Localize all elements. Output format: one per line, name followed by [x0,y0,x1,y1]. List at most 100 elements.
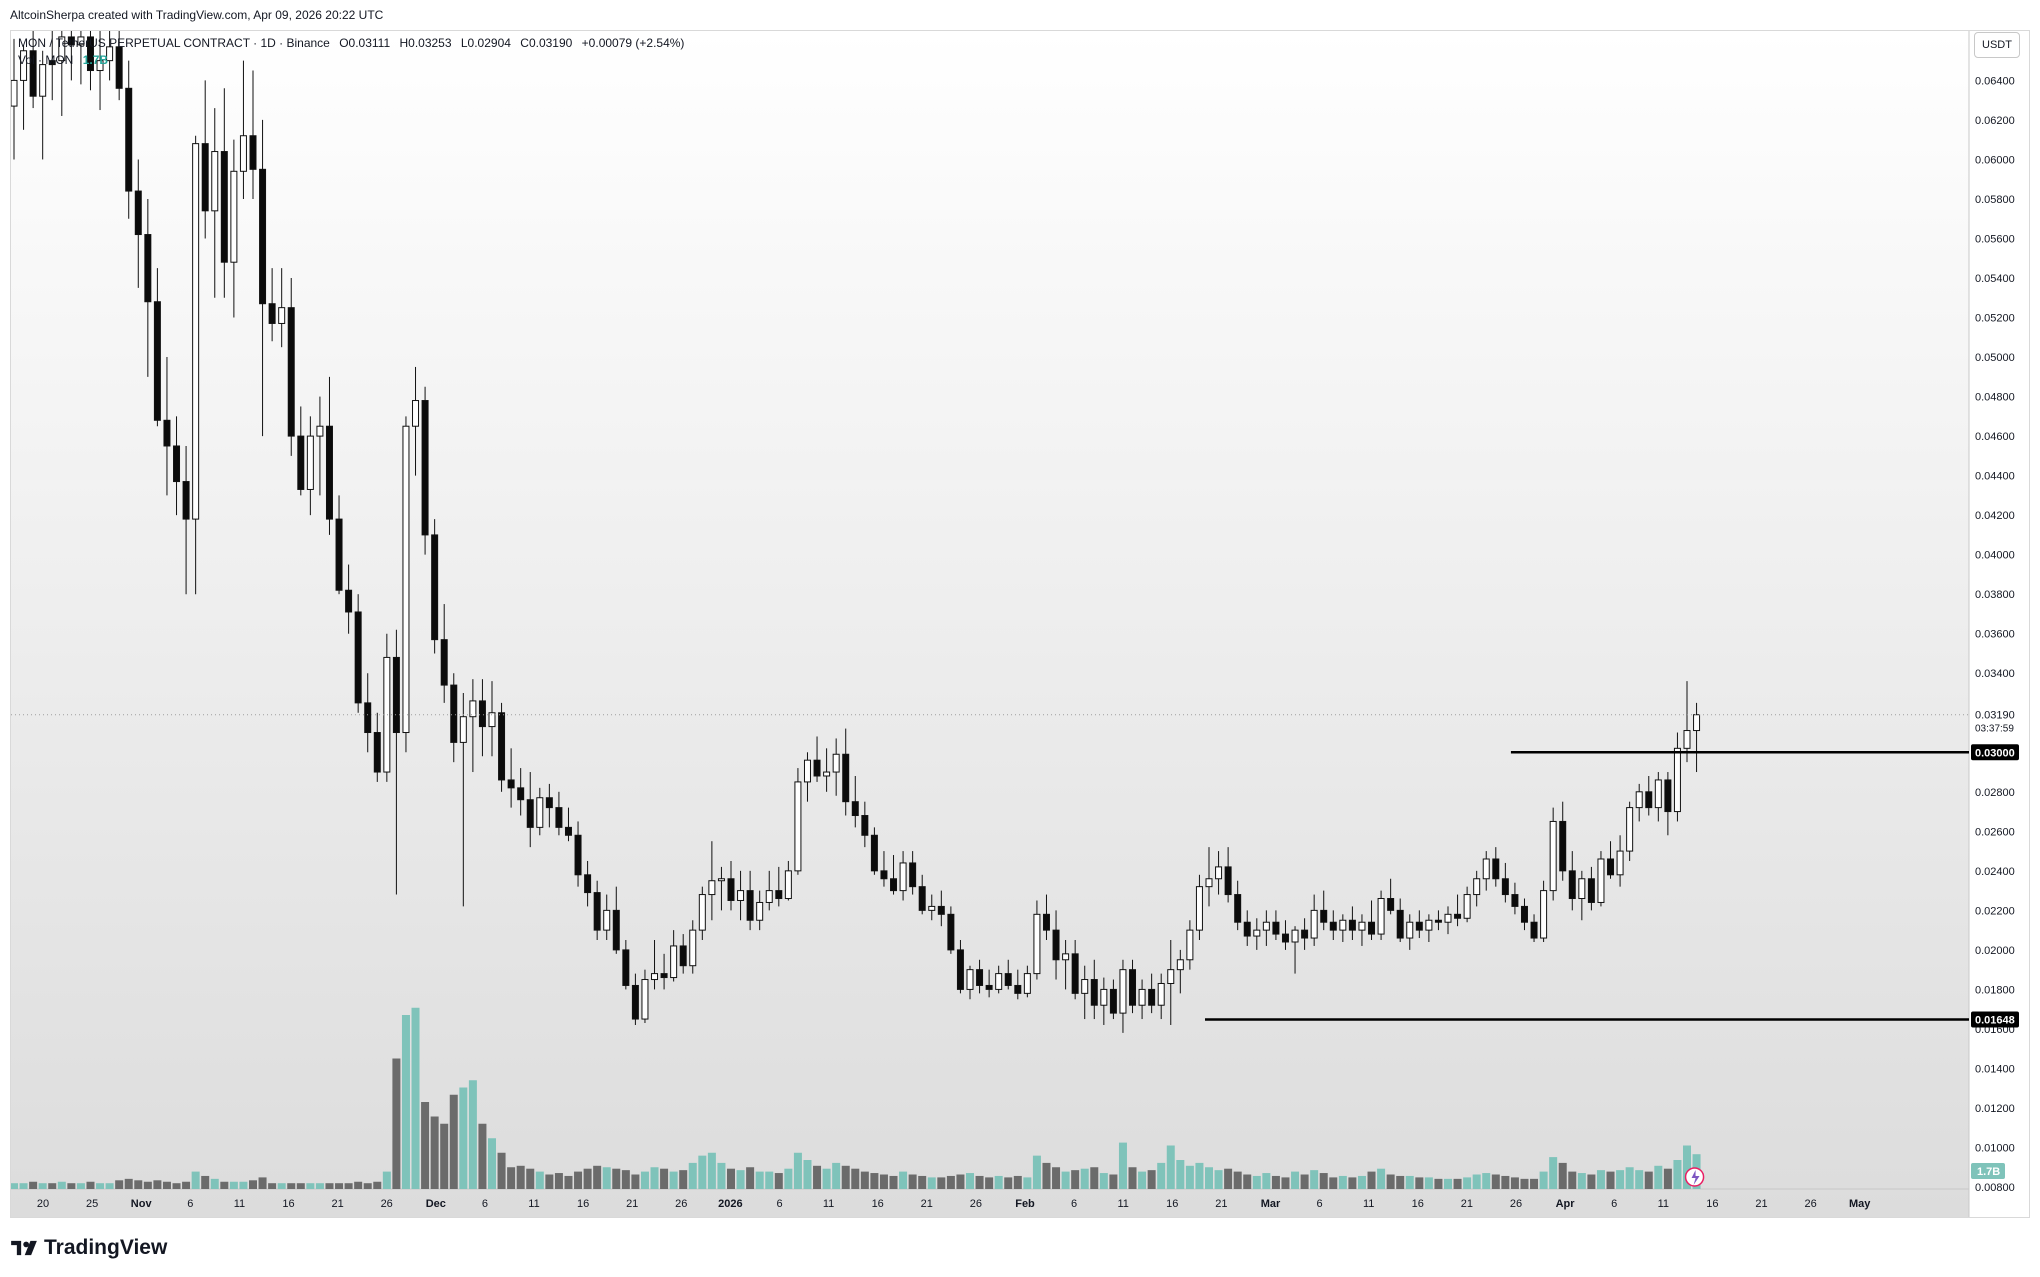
volume-legend[interactable]: Vol · MON 1.7B [18,53,108,67]
candle-body-up [1119,969,1127,1014]
symbol-legend[interactable]: MON / TetherUS PERPETUAL CONTRACT · 1D ·… [18,36,684,50]
time-tick-label[interactable]: 21 [921,1198,933,1210]
time-tick-label[interactable]: 11 [823,1198,834,1210]
time-tick-label[interactable]: 6 [1071,1198,1077,1210]
time-tick-label[interactable]: 26 [381,1198,393,1210]
price-tick-label[interactable]: 0.04600 [1975,431,2015,443]
price-tick-label[interactable]: 0.05200 [1975,313,2015,325]
volume-bar [354,1181,363,1189]
volume-bar [1663,1168,1672,1189]
time-tick-label[interactable]: 11 [1658,1198,1669,1210]
volume-bar [1185,1165,1194,1189]
time-tick-label[interactable]: Dec [426,1198,446,1210]
time-tick-label[interactable]: 11 [1117,1198,1128,1210]
time-tick-label[interactable]: 26 [1804,1198,1816,1210]
price-tick-label[interactable]: 0.02600 [1975,826,2015,838]
time-tick-label[interactable]: 2026 [718,1198,742,1210]
candle-body-up [1033,913,1041,975]
price-tick-label[interactable]: 0.04000 [1975,550,2015,562]
volume-bar [669,1171,678,1189]
volume-bar [19,1183,28,1189]
price-tick-label[interactable]: 0.04200 [1975,510,2015,522]
price-tick-label[interactable]: 0.05600 [1975,233,2015,245]
currency-selector[interactable]: USDT [1974,32,2020,58]
volume-bar [220,1181,229,1189]
time-tick-label[interactable]: 21 [1215,1198,1227,1210]
time-tick-label[interactable]: 11 [1363,1198,1374,1210]
tradingview-logo[interactable]: TradingView [10,1236,167,1260]
time-axis[interactable]: 20 25 Nov 6 11 16 21 26 Dec 6 11 16 21 26 2026 6 11 16 21 2… [37,1198,1871,1210]
price-tick-label[interactable]: 0.01800 [1975,984,2015,996]
time-tick-label[interactable]: Mar [1261,1198,1281,1210]
price-tick-label[interactable]: 0.02200 [1975,905,2015,917]
time-tick-label[interactable]: 21 [1461,1198,1473,1210]
time-tick-label[interactable]: 16 [282,1198,294,1210]
time-tick-label[interactable]: Feb [1015,1198,1035,1210]
candle-body-up [1463,894,1471,919]
candle-body-down [956,949,964,990]
price-tick-label[interactable]: 0.01000 [1975,1143,2015,1155]
price-tick-label[interactable]: 0.06400 [1975,75,2015,87]
time-tick-label[interactable]: 21 [1755,1198,1767,1210]
price-tick-label[interactable]: 0.02000 [1975,945,2015,957]
time-tick-label[interactable]: May [1849,1198,1871,1210]
price-tick-label[interactable]: 0.06000 [1975,154,2015,166]
time-tick-label[interactable]: 11 [234,1198,245,1210]
candle-body-up [1138,988,1146,1006]
candle-body-up [832,753,840,773]
candlestick-chart[interactable]: 0.06400 0.06200 0.06000 0.05800 0.05600 0.054… [11,31,2030,1218]
symbol-title[interactable]: MON / TetherUS PERPETUAL CONTRACT · 1D ·… [18,36,330,50]
volume-bar [468,1080,477,1189]
time-tick-label[interactable]: 26 [675,1198,687,1210]
time-tick-label[interactable]: 26 [1510,1198,1522,1210]
price-tick-label[interactable]: 0.04800 [1975,392,2015,404]
volume-bar [191,1171,200,1189]
time-tick-label[interactable]: 25 [86,1198,98,1210]
time-tick-label[interactable]: 6 [1317,1198,1323,1210]
price-tick-label[interactable]: 0.02400 [1975,866,2015,878]
price-tick-label[interactable]: 0.05400 [1975,273,2015,285]
price-tick-label[interactable]: 0.01200 [1975,1103,2015,1115]
volume-bar [526,1168,535,1189]
volume-bar [1472,1174,1481,1189]
time-tick-label[interactable]: 26 [970,1198,982,1210]
time-tick-label[interactable]: 11 [528,1198,539,1210]
time-tick-label[interactable]: 6 [187,1198,193,1210]
price-tick-label[interactable]: 0.00800 [1975,1182,2015,1194]
price-tick-label[interactable]: 0.02800 [1975,787,2015,799]
price-tick-label[interactable]: 0.03800 [1975,589,2015,601]
volume-bar [488,1138,496,1189]
chart-pane[interactable]: 0.06400 0.06200 0.06000 0.05800 0.05600 0.054… [10,30,2030,1218]
footer: TradingView [0,1232,2040,1277]
candle-body-up [1310,909,1318,939]
price-tick-label[interactable]: 0.01400 [1975,1063,2015,1075]
time-tick-label[interactable]: Nov [131,1198,153,1210]
level-price-label: 0.01648 [1975,1014,2015,1026]
candle-body-down [478,700,486,728]
time-tick-label[interactable]: 6 [1611,1198,1617,1210]
time-tick-label[interactable]: 6 [482,1198,488,1210]
time-tick-label[interactable]: 16 [577,1198,589,1210]
candle-body-up [651,973,659,981]
candle-body-down [1272,921,1280,935]
time-tick-label[interactable]: 16 [1412,1198,1424,1210]
volume-bar [124,1178,133,1189]
price-tick-label[interactable]: 0.03600 [1975,629,2015,641]
price-tick-label[interactable]: 0.04400 [1975,471,2015,483]
time-tick-label[interactable]: 6 [776,1198,782,1210]
time-tick-label[interactable]: 16 [872,1198,884,1210]
price-tick-label[interactable]: 0.06200 [1975,115,2015,127]
horizontal-levels[interactable] [1205,751,1969,1021]
candle-body-up [1444,913,1452,923]
time-tick-label[interactable]: Apr [1556,1198,1576,1210]
time-tick-label[interactable]: 21 [626,1198,638,1210]
volume-bar [774,1173,783,1189]
time-tick-label[interactable]: 21 [331,1198,343,1210]
time-tick-label[interactable]: 16 [1706,1198,1718,1210]
price-tick-label[interactable]: 0.05800 [1975,194,2015,206]
price-tick-label[interactable]: 0.03400 [1975,668,2015,680]
candle-body-down [1387,898,1395,911]
price-tick-label[interactable]: 0.05000 [1975,352,2015,364]
time-tick-label[interactable]: 16 [1166,1198,1178,1210]
time-tick-label[interactable]: 20 [37,1198,49,1210]
